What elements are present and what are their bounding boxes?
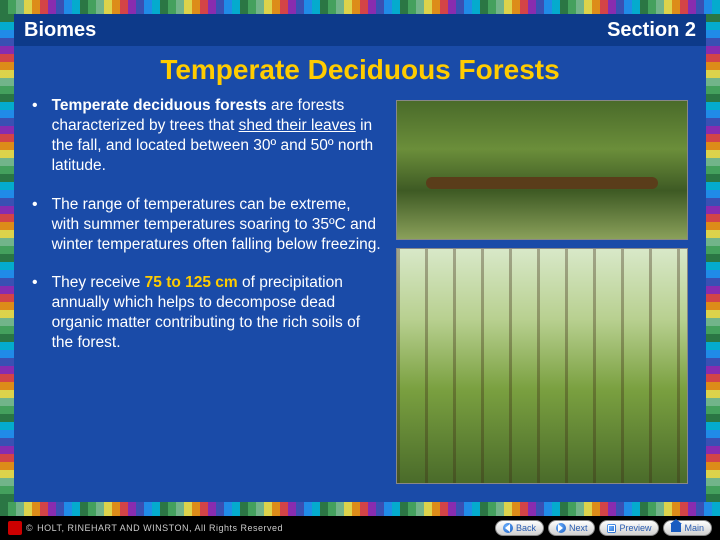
body-row: Temperate deciduous forests are forests … (32, 96, 688, 484)
back-icon (503, 523, 513, 533)
copyright-text: HOLT, RINEHART AND WINSTON, All Rights R… (37, 523, 283, 533)
forest-floor-photo (396, 100, 688, 240)
header-right-text: Section 2 (607, 19, 696, 42)
preview-icon (607, 524, 616, 533)
decorative-border-right (706, 14, 720, 502)
copyright: © HOLT, RINEHART AND WINSTON, All Rights… (8, 521, 283, 535)
nav-label: Next (569, 523, 588, 533)
decorative-border-left (0, 14, 14, 502)
decorative-border-top (0, 0, 720, 14)
footer-bar: © HOLT, RINEHART AND WINSTON, All Rights… (0, 516, 720, 540)
bullet-text: The range of temperatures can be extreme… (52, 195, 382, 255)
bullet-list: Temperate deciduous forests are forests … (32, 96, 382, 354)
bullet-item: They receive 75 to 125 cm of precipitati… (32, 273, 382, 354)
bullet-text: They receive 75 to 125 cm of precipitati… (52, 273, 382, 354)
bullet-text: Temperate deciduous forests are forests … (52, 96, 382, 177)
copyright-symbol: © (26, 523, 33, 533)
text-column: Temperate deciduous forests are forests … (32, 96, 382, 484)
bullet-item: Temperate deciduous forests are forests … (32, 96, 382, 177)
slide: Biomes Section 2 Temperate Deciduous For… (0, 0, 720, 540)
back-button[interactable]: Back (495, 520, 544, 536)
main-button[interactable]: Main (663, 520, 712, 536)
header-bar: Biomes Section 2 (14, 14, 706, 46)
header-left-text: Biomes (24, 19, 96, 42)
nav-label: Preview (619, 523, 651, 533)
content-area: Temperate Deciduous Forests Temperate de… (14, 46, 706, 502)
nav-label: Back (516, 523, 536, 533)
forest-trees-photo (396, 248, 688, 484)
image-column (396, 96, 688, 484)
slide-title: Temperate Deciduous Forests (32, 54, 688, 86)
decorative-border-bottom (0, 502, 720, 516)
brand-icon (8, 521, 22, 535)
next-button[interactable]: Next (548, 520, 596, 536)
bullet-item: The range of temperatures can be extreme… (32, 195, 382, 255)
nav-label: Main (684, 523, 704, 533)
next-icon (556, 523, 566, 533)
preview-button[interactable]: Preview (599, 520, 659, 536)
home-icon (671, 524, 681, 532)
nav-buttons: Back Next Preview Main (495, 520, 712, 536)
